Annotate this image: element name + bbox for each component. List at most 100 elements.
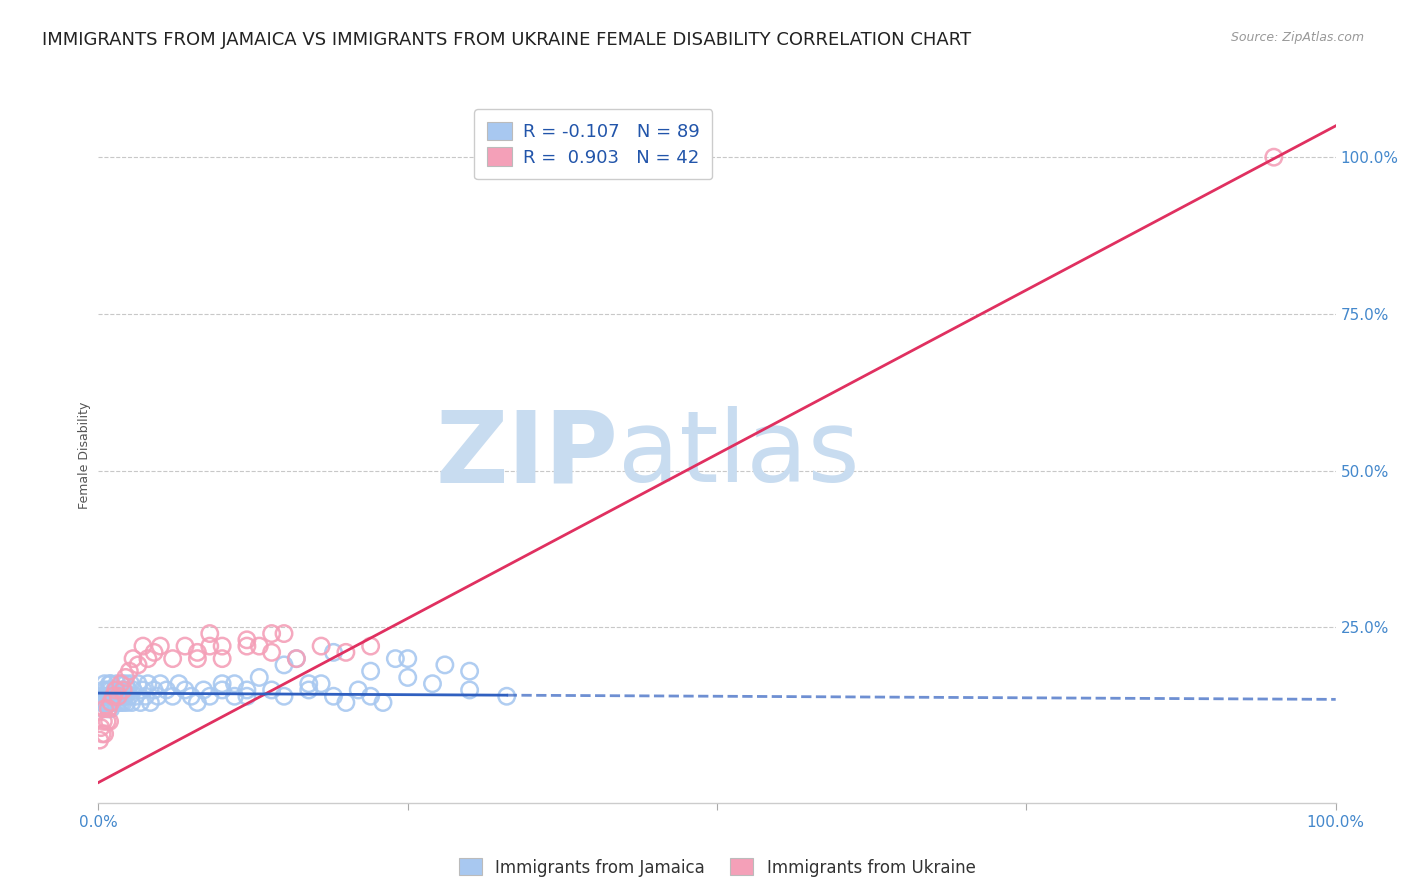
Text: IMMIGRANTS FROM JAMAICA VS IMMIGRANTS FROM UKRAINE FEMALE DISABILITY CORRELATION: IMMIGRANTS FROM JAMAICA VS IMMIGRANTS FR… [42, 31, 972, 49]
Point [458, 683, 481, 698]
Point [180, 690, 202, 704]
Point [198, 690, 221, 704]
Point [118, 664, 141, 678]
Point [107, 696, 129, 710]
Point [100, 702, 122, 716]
Point [103, 696, 125, 710]
Point [162, 651, 184, 665]
Point [149, 676, 172, 690]
Point [90, 721, 112, 735]
Point [105, 690, 128, 704]
Point [273, 626, 295, 640]
Point [90, 696, 112, 710]
Point [335, 696, 357, 710]
Point [103, 690, 125, 704]
Point [107, 690, 129, 704]
Point [110, 696, 132, 710]
Point [309, 676, 332, 690]
Point [93, 702, 115, 716]
Point [136, 676, 159, 690]
Point [93, 690, 115, 704]
Point [93, 727, 115, 741]
Point [396, 670, 419, 684]
Point [89, 733, 111, 747]
Point [103, 683, 125, 698]
Point [96, 714, 118, 729]
Text: ZIP: ZIP [436, 407, 619, 503]
Point [371, 696, 394, 710]
Point [110, 690, 132, 704]
Point [124, 690, 146, 704]
Point [122, 683, 145, 698]
Point [260, 683, 283, 698]
Point [260, 645, 283, 659]
Point [112, 690, 135, 704]
Point [422, 676, 444, 690]
Point [93, 696, 115, 710]
Point [134, 690, 156, 704]
Point [93, 676, 115, 690]
Point [98, 676, 121, 690]
Point [97, 702, 120, 716]
Point [347, 683, 370, 698]
Point [198, 626, 221, 640]
Point [105, 676, 128, 690]
Point [360, 664, 382, 678]
Point [285, 651, 308, 665]
Point [100, 690, 122, 704]
Point [97, 683, 120, 698]
Point [132, 683, 155, 698]
Point [360, 639, 382, 653]
Point [97, 702, 120, 716]
Point [93, 714, 115, 729]
Point [98, 714, 121, 729]
Point [104, 696, 127, 710]
Point [236, 639, 259, 653]
Point [162, 690, 184, 704]
Legend: Immigrants from Jamaica, Immigrants from Ukraine: Immigrants from Jamaica, Immigrants from… [450, 850, 984, 885]
Point [174, 683, 197, 698]
Point [96, 696, 118, 710]
Point [112, 696, 135, 710]
Point [93, 683, 115, 698]
Point [112, 683, 135, 698]
Point [322, 645, 344, 659]
Point [247, 670, 270, 684]
Point [118, 690, 141, 704]
Point [174, 639, 197, 653]
Point [129, 696, 152, 710]
Point [298, 683, 321, 698]
Point [100, 683, 122, 698]
Y-axis label: Female Disability: Female Disability [79, 401, 91, 508]
Point [309, 639, 332, 653]
Point [110, 676, 132, 690]
Point [112, 683, 135, 698]
Point [114, 670, 136, 684]
Point [117, 683, 139, 698]
Point [108, 683, 131, 698]
Point [127, 676, 149, 690]
Point [211, 651, 233, 665]
Point [458, 664, 481, 678]
Point [94, 696, 117, 710]
Point [260, 626, 283, 640]
Point [167, 676, 190, 690]
Point [143, 645, 166, 659]
Point [247, 639, 270, 653]
Point [186, 645, 208, 659]
Point [236, 632, 259, 647]
Point [100, 696, 122, 710]
Point [335, 645, 357, 659]
Point [132, 639, 155, 653]
Point [94, 683, 117, 698]
Point [120, 676, 142, 690]
Point [122, 651, 145, 665]
Point [139, 696, 162, 710]
Point [93, 702, 115, 716]
Point [236, 690, 259, 704]
Point [121, 696, 143, 710]
Text: Source: ZipAtlas.com: Source: ZipAtlas.com [1230, 31, 1364, 45]
Point [1263, 150, 1285, 164]
Point [433, 657, 456, 672]
Point [100, 696, 122, 710]
